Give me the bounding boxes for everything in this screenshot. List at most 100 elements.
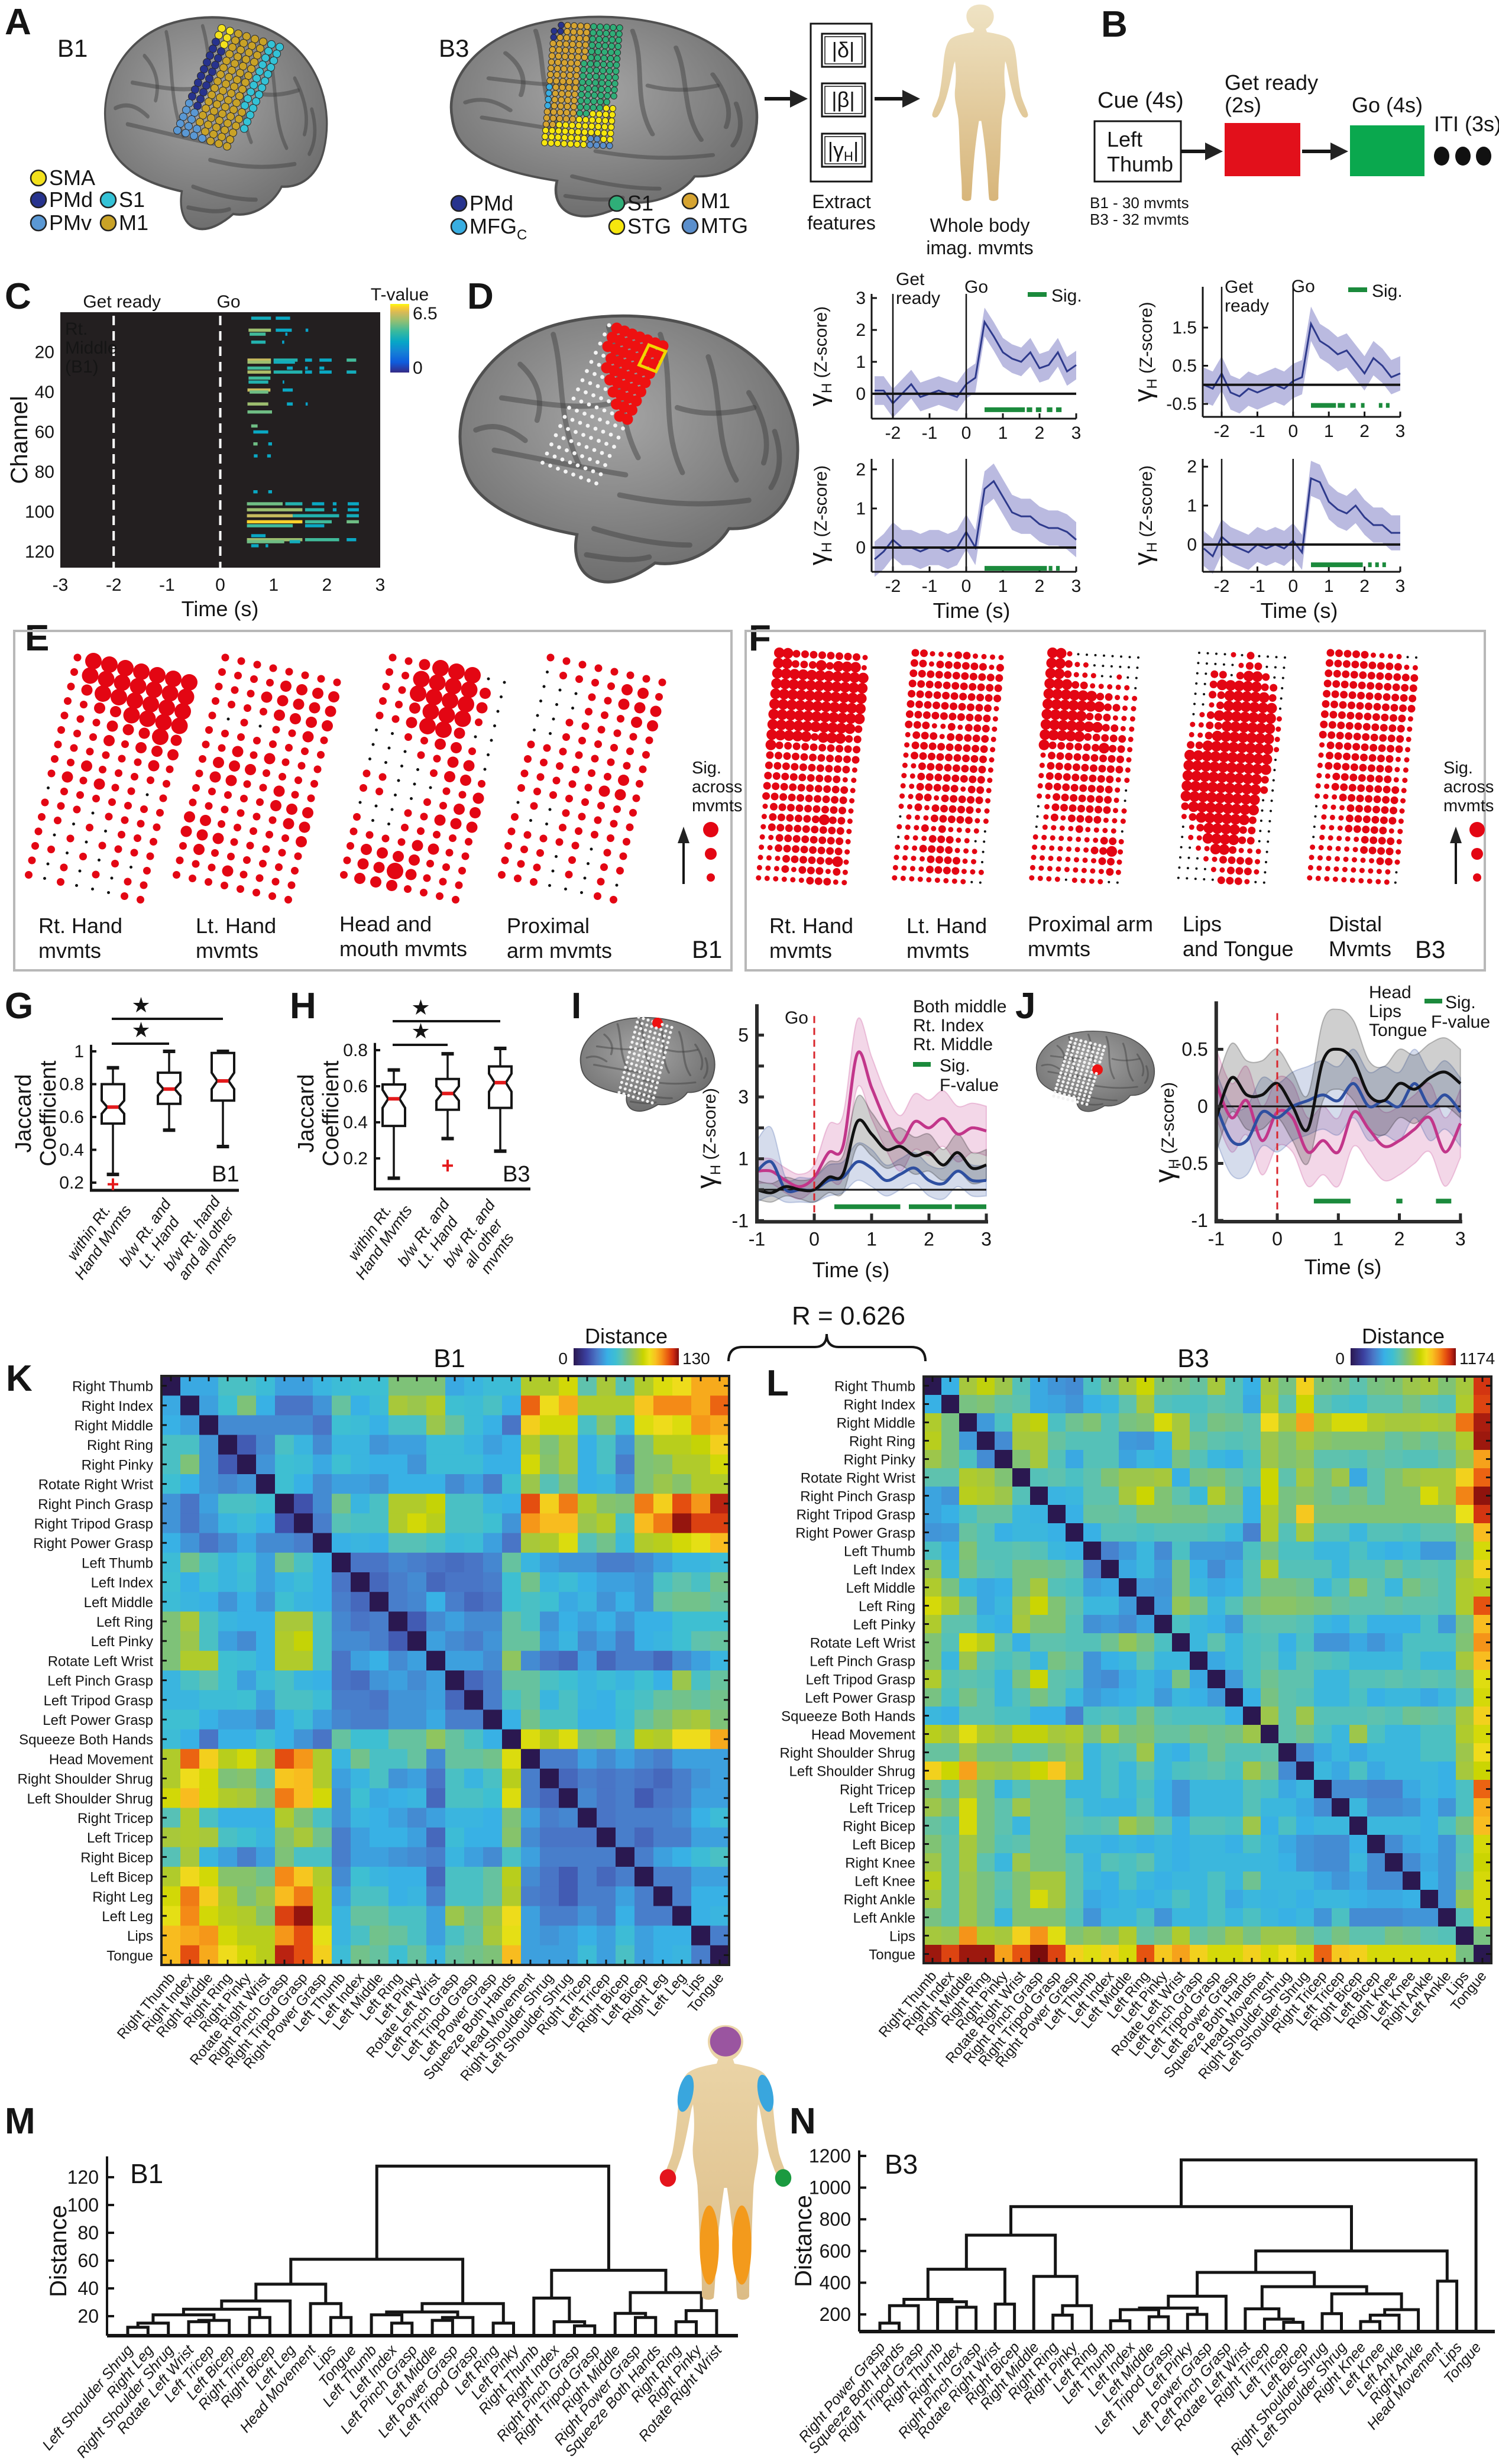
electrode-significant [945,846,953,854]
electrode-significant [1252,671,1263,682]
electrode-significant [1373,795,1381,804]
electrode-significant [386,880,397,891]
electrode-significant [189,875,196,882]
electrode-significant [597,802,605,810]
heatmap-cell [1012,1487,1031,1505]
significance-star: ★ [411,1019,430,1043]
electrode-significant [964,724,973,732]
electrode-significant [989,665,995,670]
heatmap-cell [313,1513,332,1534]
x-tick-label: 2 [1359,422,1370,441]
electrode-significant [1202,833,1213,844]
electrode [590,98,597,105]
map-label: mvmts [906,938,969,963]
z-score-unit: (Z-score) [811,465,831,542]
electrode-significant [1258,702,1268,713]
sulcus [1041,1064,1060,1070]
heatmap-cell [370,1906,389,1926]
heatmap-cell [1278,1432,1297,1450]
electrode [636,1020,639,1024]
heatmap-cell [1190,1743,1208,1762]
heatmap-cell [1403,1468,1421,1487]
heatmap-cell [1278,1578,1297,1597]
electrode-significant [1382,703,1390,711]
significant-segment [312,502,325,506]
heatmap-cell [218,1749,238,1769]
cue-period-label: Cue (4s) [1097,88,1184,113]
electrode [563,109,571,116]
electrode-significant [810,650,818,659]
heatmap-cell [1030,1395,1048,1414]
electrode [585,85,592,92]
electrode-significant [781,658,792,669]
electrode-not-significant [400,765,403,768]
electrode-not-significant [1258,655,1261,658]
heatmap-cell [464,1709,484,1730]
colorbar [390,304,409,373]
electrode-significant [193,844,205,855]
y-tick-label: 60 [35,423,54,442]
electrode [558,90,565,98]
z-score-unit: (Z-score) [811,306,831,383]
electrode-significant [841,880,847,886]
electrode-significant [1379,734,1387,742]
heatmap-cell [691,1395,711,1416]
electrode [241,78,250,87]
heatmap-cell [407,1415,427,1436]
heatmap-cell [370,1847,389,1867]
heatmap-cell [1172,1578,1190,1597]
electrode [1091,1083,1095,1087]
y-tick-label: 0.8 [59,1075,84,1095]
electrode [230,82,238,91]
electrode-significant [928,742,937,750]
heatmap-cell [332,1906,351,1926]
electrode-not-significant [583,876,587,880]
electrode [1082,1048,1085,1051]
heatmap-cell [941,1395,960,1414]
heatmap-cell [941,1432,960,1450]
electrode-significant [1332,772,1341,781]
map-label: Head and [339,912,432,936]
electrode-significant [1362,733,1370,741]
electrode-significant [835,733,846,744]
electrode-significant [1383,693,1391,701]
electrode-significant [852,756,860,764]
electrode-significant [954,744,963,752]
heatmap-cell [180,1906,200,1926]
heatmap-cell [521,1552,540,1573]
heatmap-cell [1101,1670,1119,1689]
heatmap-cell [672,1808,692,1828]
electrode-significant [140,805,148,813]
electrode-significant [836,744,844,753]
electrode-significant [797,794,805,802]
row-label: Left Pinky [91,1634,153,1650]
electrode-significant [805,680,817,691]
heatmap-cell [407,1395,427,1416]
electrode-significant [610,668,619,676]
panel-label-e: E [25,618,49,659]
electrode-not-significant [1415,656,1417,659]
heatmap-cell [597,1788,616,1809]
electrode-significant [833,868,841,876]
electrode [1052,1094,1056,1098]
heatmap-cell [1438,1743,1456,1762]
electrode-significant [961,662,970,670]
electrode-significant [1270,684,1278,692]
electrode-significant [212,697,219,705]
electrode-significant [370,876,381,888]
electrode-significant [604,697,612,705]
electrode-significant [559,672,567,679]
heatmap-cell [1101,1432,1119,1450]
significant-segment [305,366,308,370]
heatmap-cell [1190,1560,1208,1579]
electrode-significant [806,669,817,681]
electrode-significant [979,663,987,671]
electrode-significant [146,852,154,860]
electrode-significant [950,795,958,803]
electrode-significant [218,668,226,676]
heatmap-cell [351,1867,370,1887]
electrode-not-significant [983,830,986,833]
electrode-significant [903,752,909,758]
electrode [1074,1071,1078,1074]
electrode [549,115,557,122]
